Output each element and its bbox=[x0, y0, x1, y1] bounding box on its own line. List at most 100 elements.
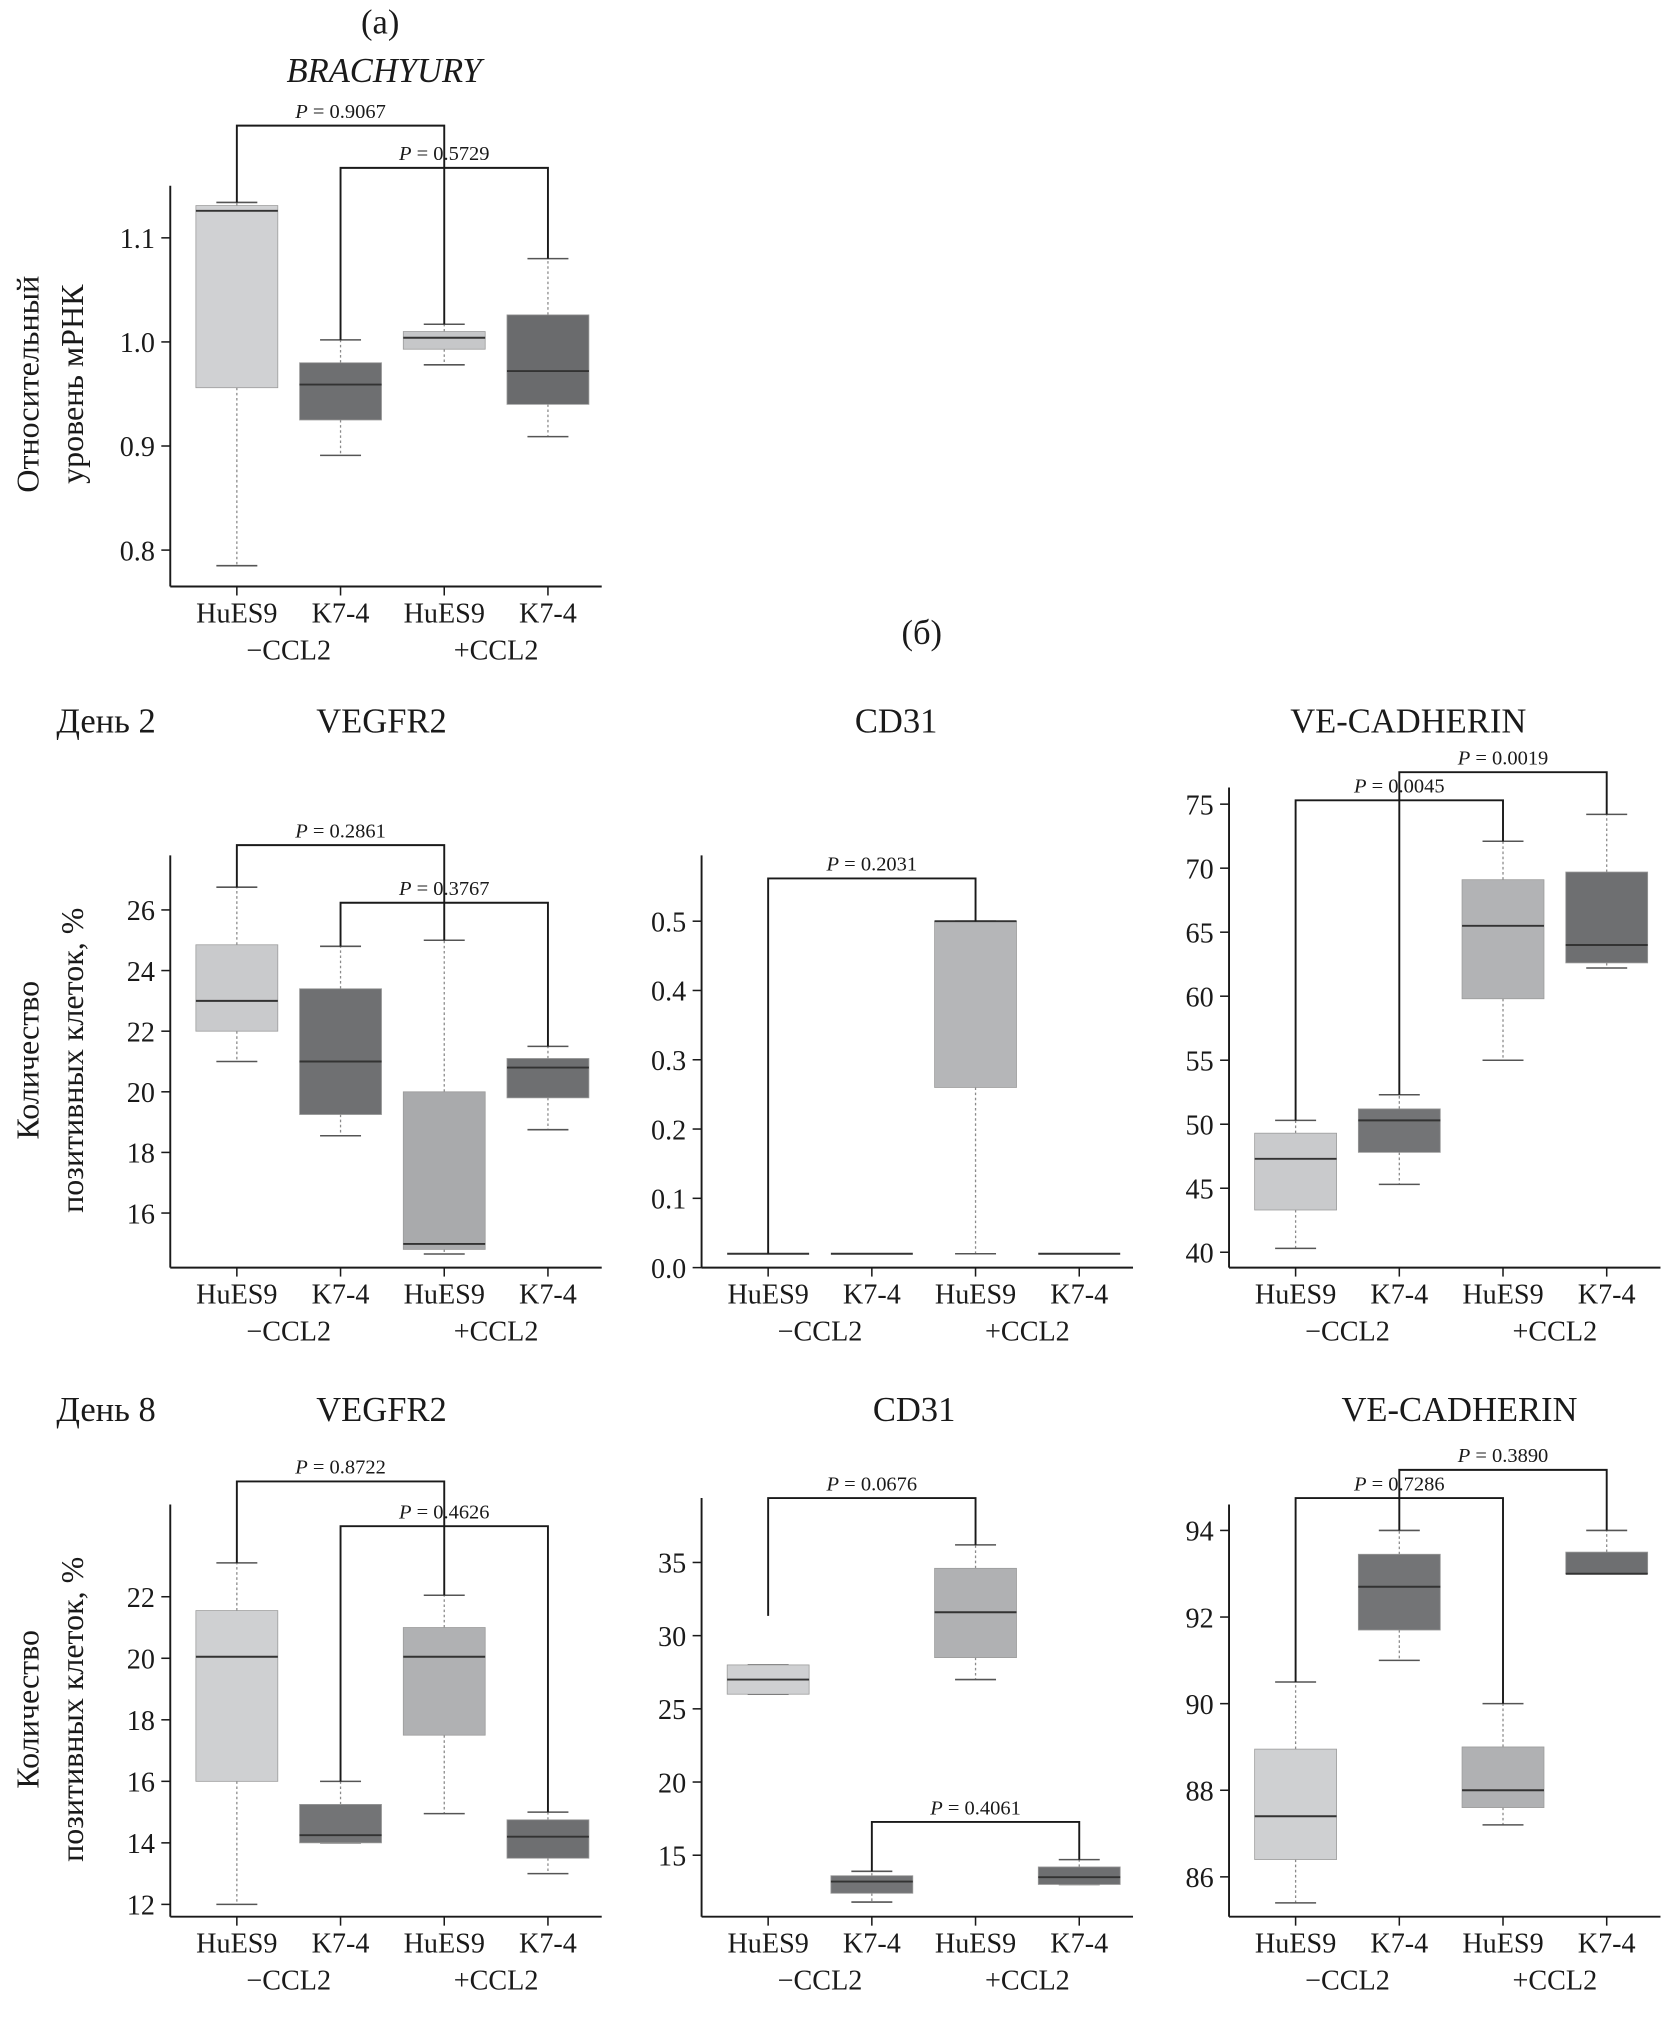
box bbox=[299, 988, 382, 1115]
group-label: +CCL2 bbox=[1512, 1966, 1597, 1997]
y-tick-label: 1.1 bbox=[120, 224, 155, 255]
group-label: +CCL2 bbox=[454, 1966, 539, 1997]
box bbox=[934, 920, 1017, 1088]
box bbox=[195, 1610, 279, 1782]
bracket bbox=[767, 877, 977, 1254]
y-tick-label: 35 bbox=[658, 1549, 686, 1580]
p-value: P = 0.4626 bbox=[398, 1502, 490, 1524]
group-label: +CCL2 bbox=[1512, 1317, 1597, 1348]
p-value: P = 0.5729 bbox=[398, 143, 490, 165]
box bbox=[506, 1819, 590, 1859]
box bbox=[299, 1804, 382, 1844]
box bbox=[1565, 871, 1649, 964]
bracket bbox=[1398, 771, 1608, 1095]
p-value: P = 0.3767 bbox=[398, 878, 490, 900]
bracket bbox=[235, 124, 446, 325]
y-tick-label: 55 bbox=[1186, 1046, 1214, 1077]
y-axis-label: Количество bbox=[9, 1630, 45, 1789]
box bbox=[402, 331, 486, 350]
box bbox=[1357, 1108, 1441, 1153]
x-tick-label: HuES9 bbox=[727, 1279, 808, 1310]
chart-title: CD31 bbox=[855, 702, 938, 740]
x-tick-label: K7-4 bbox=[312, 1279, 370, 1310]
box bbox=[1254, 1132, 1337, 1211]
y-tick-label: 45 bbox=[1186, 1174, 1214, 1205]
box bbox=[506, 314, 590, 405]
chart-title: VEGFR2 bbox=[316, 702, 447, 740]
x-tick-label: HuES9 bbox=[1255, 1929, 1336, 1960]
y-tick-label: 0.2 bbox=[651, 1115, 686, 1146]
panel-label: (б) bbox=[901, 614, 942, 652]
chart-title: CD31 bbox=[873, 1391, 956, 1429]
x-tick-label: K7-4 bbox=[1050, 1929, 1108, 1960]
y-tick-label: 0.5 bbox=[651, 907, 686, 938]
x-tick-label: HuES9 bbox=[196, 1279, 277, 1310]
x-tick-label: K7-4 bbox=[312, 1929, 370, 1960]
x-tick-label: HuES9 bbox=[935, 1279, 1016, 1310]
y-tick-label: 12 bbox=[127, 1891, 155, 1922]
y-tick-label: 18 bbox=[127, 1706, 155, 1737]
p-value: P = 0.9067 bbox=[294, 101, 386, 123]
y-tick-label: 0.9 bbox=[120, 432, 155, 463]
y-tick-label: 92 bbox=[1186, 1603, 1214, 1634]
x-tick-label: K7-4 bbox=[312, 598, 370, 629]
x-tick-label: K7-4 bbox=[1050, 1279, 1108, 1310]
y-tick-label: 15 bbox=[658, 1841, 686, 1872]
box bbox=[299, 362, 382, 421]
x-tick-label: K7-4 bbox=[1370, 1279, 1428, 1310]
x-tick-label: HuES9 bbox=[727, 1929, 808, 1960]
box bbox=[1461, 1746, 1545, 1808]
y-tick-label: 20 bbox=[127, 1645, 155, 1676]
chart-title: VE-CADHERIN bbox=[1341, 1391, 1577, 1429]
y-tick-label: 20 bbox=[658, 1768, 686, 1799]
y-axis-label: уровень мРНК bbox=[54, 284, 90, 484]
x-tick-label: HuES9 bbox=[404, 598, 485, 629]
box bbox=[1254, 1748, 1337, 1860]
y-tick-label: 26 bbox=[127, 896, 155, 927]
box bbox=[830, 1875, 914, 1894]
bracket bbox=[870, 1820, 1081, 1872]
x-tick-label: K7-4 bbox=[1370, 1929, 1428, 1960]
x-tick-label: HuES9 bbox=[1255, 1279, 1336, 1310]
group-label: +CCL2 bbox=[985, 1966, 1070, 1997]
group-label: −CCL2 bbox=[246, 635, 331, 666]
x-tick-label: HuES9 bbox=[196, 1929, 277, 1960]
row-label: День 2 bbox=[56, 702, 155, 740]
y-tick-label: 0.1 bbox=[651, 1185, 686, 1216]
y-tick-label: 16 bbox=[127, 1199, 155, 1230]
panel-label: (a) bbox=[361, 3, 399, 41]
y-axis-label: позитивных клеток, % bbox=[54, 1557, 90, 1862]
y-tick-label: 24 bbox=[127, 957, 155, 988]
y-axis-label: Относительный bbox=[9, 276, 45, 493]
box bbox=[402, 1091, 486, 1250]
y-tick-label: 0.8 bbox=[120, 536, 155, 567]
bracket bbox=[235, 844, 446, 941]
group-label: −CCL2 bbox=[246, 1317, 331, 1348]
group-label: −CCL2 bbox=[246, 1966, 331, 1997]
group-label: +CCL2 bbox=[454, 1317, 539, 1348]
y-tick-label: 0.3 bbox=[651, 1046, 686, 1077]
y-tick-label: 75 bbox=[1186, 790, 1214, 821]
box bbox=[506, 1058, 590, 1099]
y-tick-label: 18 bbox=[127, 1139, 155, 1170]
y-tick-label: 40 bbox=[1186, 1238, 1214, 1269]
group-label: −CCL2 bbox=[778, 1317, 863, 1348]
x-tick-label: HuES9 bbox=[1462, 1279, 1543, 1310]
bracket bbox=[339, 166, 549, 340]
group-label: −CCL2 bbox=[1305, 1317, 1390, 1348]
y-tick-label: 14 bbox=[127, 1829, 155, 1860]
chart-title: BRACHYURY bbox=[286, 52, 485, 90]
x-tick-label: HuES9 bbox=[1462, 1929, 1543, 1960]
box bbox=[1565, 1551, 1649, 1575]
y-tick-label: 94 bbox=[1186, 1517, 1214, 1548]
box bbox=[402, 1627, 486, 1736]
x-tick-label: K7-4 bbox=[1578, 1279, 1636, 1310]
y-tick-label: 65 bbox=[1186, 918, 1214, 949]
x-tick-label: K7-4 bbox=[519, 1279, 577, 1310]
y-tick-label: 1.0 bbox=[120, 328, 155, 359]
y-tick-label: 30 bbox=[658, 1622, 686, 1653]
x-tick-label: K7-4 bbox=[1578, 1929, 1636, 1960]
y-tick-label: 50 bbox=[1186, 1110, 1214, 1141]
y-tick-label: 16 bbox=[127, 1768, 155, 1799]
